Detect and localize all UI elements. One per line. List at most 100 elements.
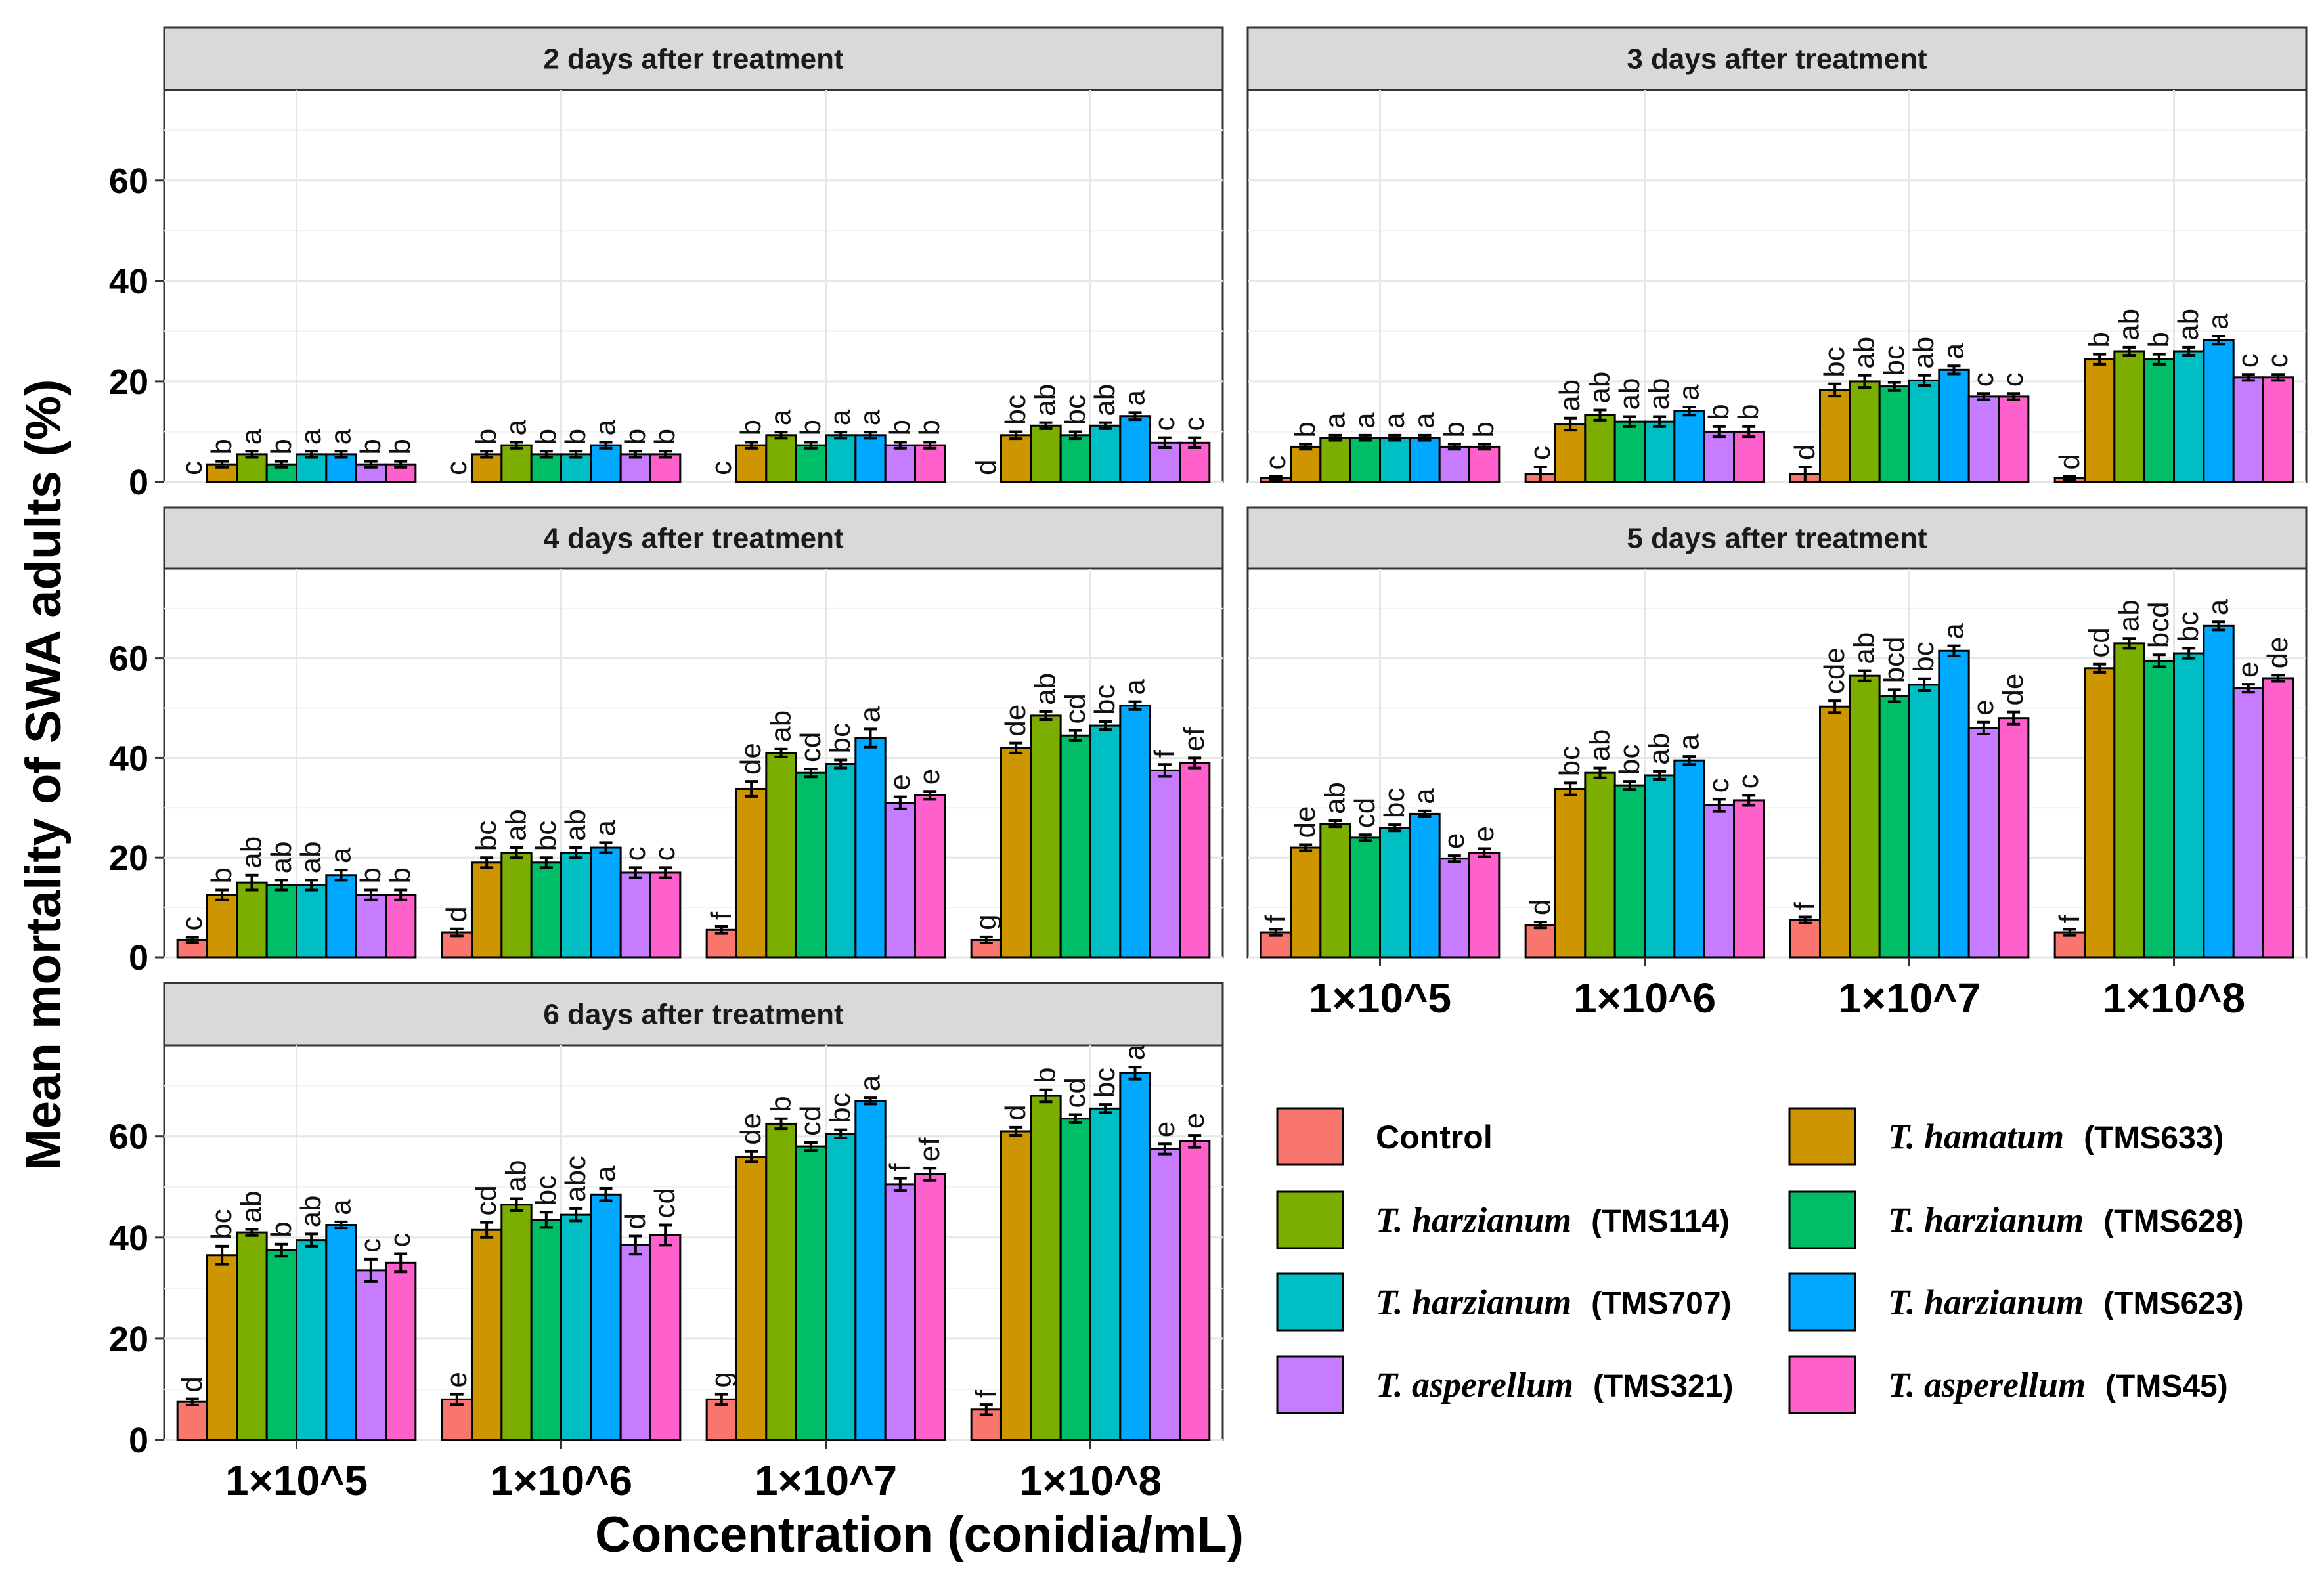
- y-tick-label: 0: [129, 463, 148, 502]
- significance-letter: f: [1149, 749, 1181, 758]
- bar: [500, 852, 533, 959]
- significance-letter: c: [2262, 353, 2294, 368]
- significance-letter: f: [1789, 902, 1821, 911]
- x-tick-label: 1×10^6: [1573, 974, 1716, 1022]
- significance-letter: a: [235, 428, 267, 445]
- bar: [1789, 919, 1821, 959]
- significance-letter: bc: [1089, 685, 1121, 715]
- facet-strip: [163, 506, 1224, 570]
- y-tick-label: 60: [109, 162, 148, 201]
- bar: [296, 1239, 328, 1441]
- bar: [1554, 423, 1587, 483]
- legend-item: T. harzianum (TMS623): [1788, 1272, 2244, 1332]
- bar: [2173, 350, 2205, 483]
- significance-letter: bc: [824, 723, 856, 753]
- significance-letter: a: [1409, 412, 1441, 429]
- significance-letter: b: [1029, 1067, 1061, 1083]
- bar: [1878, 695, 1911, 959]
- significance-letter: cd: [795, 732, 827, 762]
- significance-letter: c: [1732, 774, 1765, 789]
- legend-item: T. asperellum (TMS321): [1276, 1355, 1733, 1414]
- bar: [1468, 445, 1501, 483]
- y-tick-label: 20: [109, 1320, 148, 1359]
- significance-letter: de: [999, 705, 1032, 737]
- significance-letter: f: [970, 1389, 1002, 1398]
- bar: [1059, 734, 1091, 959]
- bar: [884, 444, 917, 483]
- bar: [765, 1122, 797, 1441]
- bar: [1673, 410, 1705, 483]
- significance-letter: a: [325, 428, 357, 445]
- bar: [2232, 376, 2265, 483]
- bar: [1673, 759, 1705, 959]
- significance-letter: e: [884, 774, 916, 790]
- significance-letter: b: [355, 867, 387, 883]
- bar: [1998, 717, 2030, 959]
- significance-letter: a: [1673, 733, 1705, 750]
- significance-letter: b: [1703, 404, 1735, 420]
- significance-letter: c: [384, 1232, 416, 1247]
- significance-letter: b: [265, 1221, 297, 1237]
- bar: [649, 453, 682, 483]
- legend-strain: (TMS623): [2103, 1286, 2243, 1321]
- significance-letter: ab: [295, 841, 327, 873]
- bar: [1438, 858, 1471, 959]
- facet-strip: [163, 26, 1224, 91]
- significance-letter: a: [1409, 788, 1441, 804]
- x-tick-label: 1×10^8: [1019, 1457, 1162, 1504]
- bar: [1967, 727, 2000, 959]
- bar: [470, 1228, 503, 1441]
- significance-letter: c: [1967, 372, 2000, 387]
- legend-label: Control: [1376, 1119, 1493, 1156]
- bar: [914, 444, 946, 483]
- significance-letter: de: [735, 743, 767, 775]
- bar: [1030, 424, 1062, 483]
- facet-title: 5 days after treatment: [1627, 523, 1927, 555]
- legend-species: T. harzianum: [1376, 1200, 1571, 1240]
- bar: [385, 894, 417, 959]
- significance-letter: a: [854, 409, 887, 425]
- significance-letter: ab: [500, 1160, 532, 1192]
- bar: [1468, 852, 1501, 959]
- bar: [854, 737, 887, 959]
- significance-letter: cde: [1818, 647, 1851, 694]
- bar: [1849, 674, 1881, 959]
- facet-strip: [1246, 26, 2308, 91]
- significance-letter: a: [295, 428, 327, 445]
- bar: [590, 444, 622, 483]
- significance-letter: bc: [1818, 347, 1851, 377]
- bar: [2203, 339, 2235, 483]
- bar: [1908, 684, 1940, 959]
- significance-letter: de: [1997, 674, 2029, 706]
- bar: [1524, 924, 1556, 959]
- significance-letter: bcd: [1878, 636, 1910, 683]
- significance-letter: ab: [1029, 673, 1061, 705]
- bar: [1409, 437, 1441, 483]
- bar: [1554, 787, 1587, 959]
- significance-letter: c: [2232, 353, 2264, 368]
- significance-letter: b: [559, 429, 592, 445]
- legend-item: T. harzianum (TMS114): [1276, 1190, 1730, 1249]
- significance-letter: cd: [470, 1185, 502, 1215]
- significance-letter: c: [176, 917, 208, 931]
- significance-letter: a: [1119, 1044, 1151, 1060]
- significance-letter: e: [1178, 1113, 1210, 1129]
- x-tick-label: 1×10^6: [490, 1457, 632, 1504]
- significance-letter: a: [1378, 412, 1411, 429]
- significance-letter: a: [1349, 412, 1381, 429]
- bar: [2143, 358, 2176, 483]
- facet-panel: 4 days after treatmentcbababababbdbcabbc…: [109, 506, 1224, 978]
- significance-letter: b: [735, 420, 767, 435]
- significance-letter: b: [795, 420, 827, 435]
- significance-letter: ab: [2113, 309, 2145, 341]
- significance-letter: d: [441, 906, 473, 922]
- significance-letter: a: [824, 409, 856, 425]
- bar: [1584, 771, 1616, 959]
- bar: [470, 453, 503, 483]
- bar: [1179, 762, 1211, 959]
- bar: [2083, 358, 2116, 483]
- significance-letter: bc: [470, 821, 502, 851]
- significance-letter: c: [1997, 372, 2029, 387]
- significance-letter: bc: [1378, 788, 1411, 818]
- y-tick-label: 0: [129, 938, 148, 978]
